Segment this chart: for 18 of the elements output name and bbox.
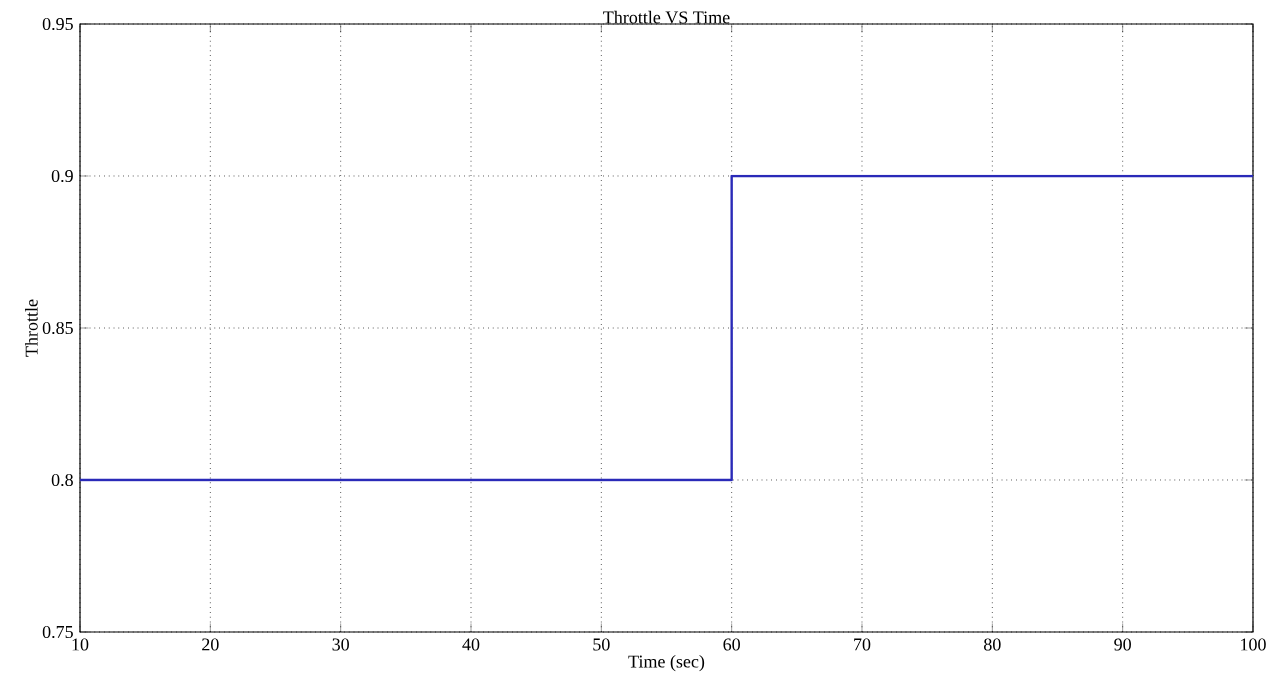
x-axis-title: Time (sec)	[628, 654, 705, 672]
x-tick-label: 100	[1241, 638, 1266, 651]
x-tick-label: 30	[332, 638, 349, 651]
y-tick-label: 0.8	[51, 473, 73, 487]
x-tick-label: 70	[854, 638, 871, 651]
x-tick-label: 40	[462, 638, 480, 651]
y-tick-label: 0.75	[42, 625, 73, 639]
y-axis-title: Throttle	[25, 299, 38, 357]
x-tick-label: 10	[72, 638, 89, 651]
x-tick-label: 50	[593, 638, 610, 651]
x-tick-label: 20	[202, 638, 219, 651]
y-tick-label: 0.95	[42, 17, 73, 31]
x-tick-label: 90	[1114, 638, 1131, 651]
y-tick-label: 0.85	[42, 321, 73, 335]
x-tick-label: 60	[723, 638, 740, 651]
chart-title: Throttle VS Time	[603, 10, 730, 24]
x-tick-label: 80	[984, 638, 1001, 651]
y-tick-label: 0.9	[51, 169, 73, 183]
